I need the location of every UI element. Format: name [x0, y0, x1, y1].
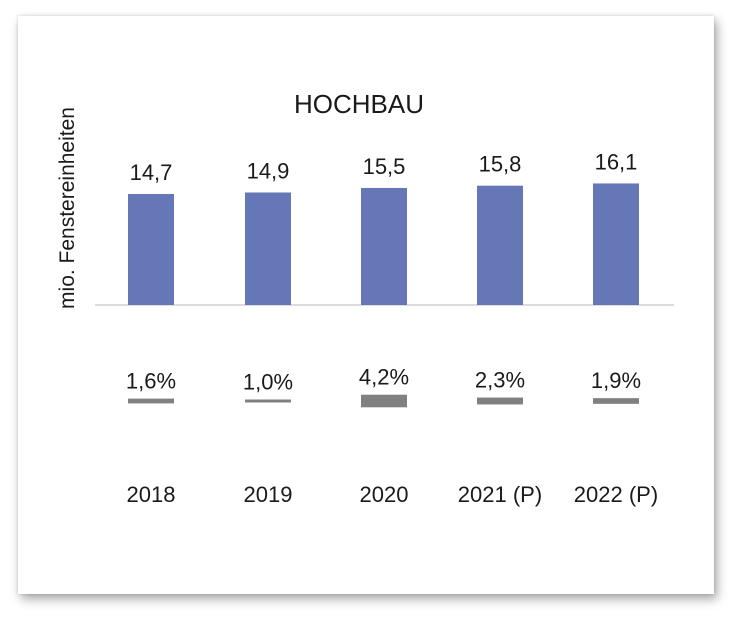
growth-label: 1,9%: [591, 368, 641, 393]
growth-label: 1,6%: [126, 369, 176, 394]
bar-2020: [361, 187, 407, 305]
value-label: 14,9: [247, 158, 290, 183]
category-label: 2019: [244, 482, 293, 507]
bar-2022-P: [593, 183, 639, 305]
growth-label: 2,3%: [475, 368, 525, 393]
growth-label: 1,0%: [243, 370, 293, 395]
growth-bar: [477, 397, 523, 405]
category-label: 2021 (P): [458, 482, 542, 507]
bar-2018: [128, 194, 174, 305]
y-axis-label: mio. Fenstereinheiten: [56, 107, 79, 309]
value-label: 15,8: [479, 152, 522, 177]
category-label: 2022 (P): [574, 482, 658, 507]
growth-label: 4,2%: [359, 365, 409, 390]
growth-bar: [128, 398, 174, 404]
growth-bar: [361, 394, 407, 408]
value-label: 15,5: [363, 154, 406, 179]
bar-2021-P: [477, 185, 523, 305]
category-label: 2020: [360, 482, 409, 507]
chart-title: HOCHBAU: [294, 89, 424, 119]
value-label: 14,7: [130, 160, 173, 185]
growth-bar: [245, 399, 291, 403]
value-label: 16,1: [595, 149, 638, 174]
bar-2019: [245, 192, 291, 305]
category-label: 2018: [127, 482, 176, 507]
growth-bar: [593, 398, 639, 404]
